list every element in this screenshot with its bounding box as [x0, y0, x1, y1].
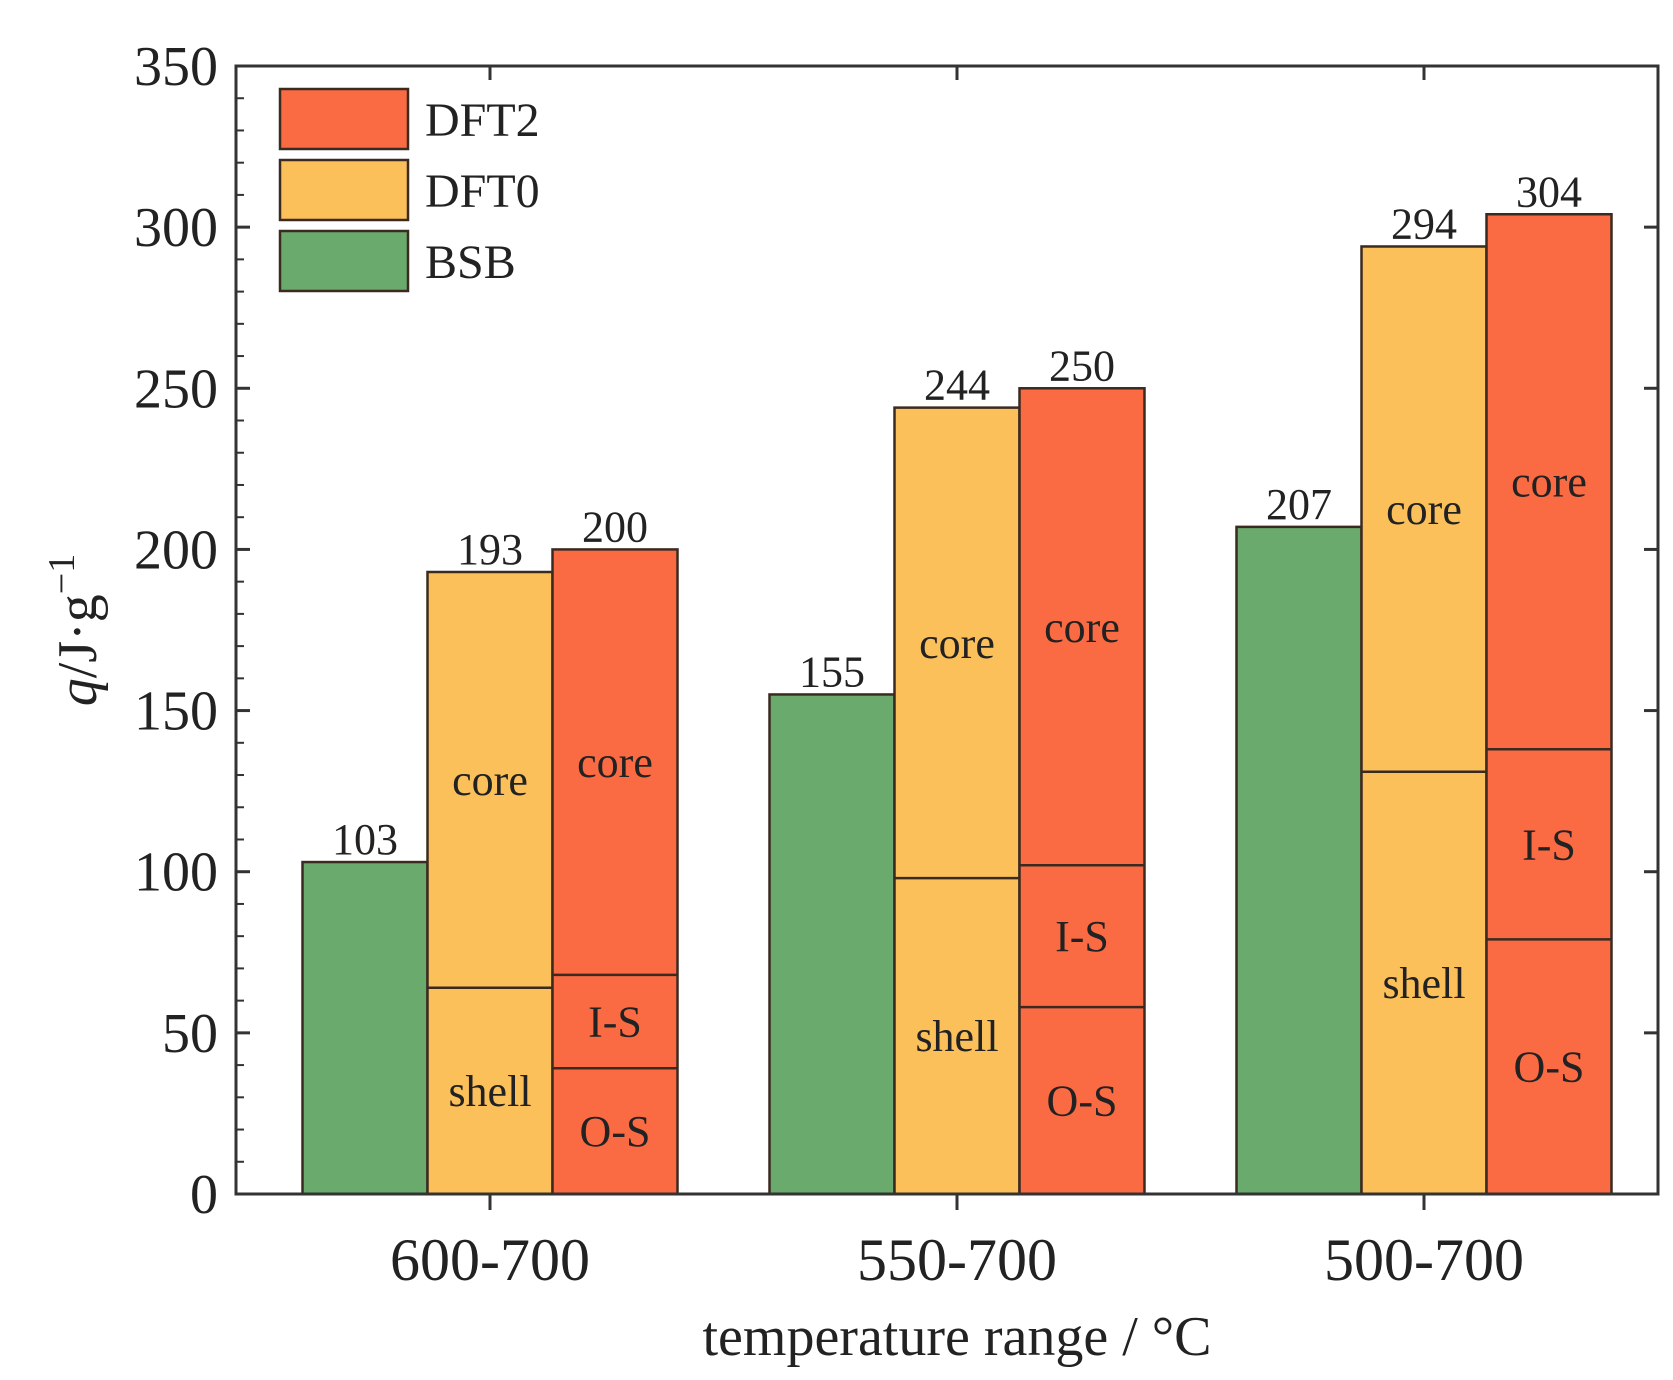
bar-segment-dft0-shell [1361, 771, 1487, 1194]
legend-swatch-dft2 [278, 87, 410, 151]
x-category-label: 550-700 [857, 1227, 1057, 1293]
segment-label: core [577, 738, 653, 787]
segment-label: shell [448, 1067, 531, 1116]
y-tick-label: 300 [134, 197, 218, 259]
y-tick-label: 150 [134, 681, 218, 743]
legend-label: DFT0 [425, 165, 540, 218]
bar-segment-dft0-core [894, 407, 1020, 879]
bar-segment-dft2-core [1486, 214, 1612, 750]
segment-label: core [1386, 485, 1462, 534]
bar-value-label: 103 [332, 815, 398, 864]
bar-value-label: 200 [582, 502, 648, 551]
bar-value-label: 244 [924, 361, 990, 410]
y-tick-label: 50 [162, 1003, 218, 1065]
bar-segment-dft2-O-S [1486, 939, 1612, 1194]
segment-label: I-S [1522, 820, 1576, 869]
bar-segment-dft0-shell [427, 987, 553, 1194]
bar-segment-dft0-core [1361, 246, 1487, 772]
legend: DFT2 DFT0 BSB [278, 87, 540, 293]
y-axis-title: q/J·g−1 [41, 554, 109, 706]
bar-segment-bsb-total [1236, 526, 1362, 1194]
y-axis-unit: /J·g [47, 594, 109, 678]
bar-value-label: 207 [1266, 480, 1332, 529]
bars-layer: shell core O-S I-S core shell core O-S I-S core sh… [301, 213, 1613, 1196]
y-tick-label: 200 [134, 519, 218, 581]
bar-segment-dft2-I-S [1019, 865, 1145, 1008]
bar-value-label: 193 [457, 525, 523, 574]
segment-label: I-S [1055, 912, 1109, 961]
x-axis-ticks: 600-700 550-700 500-700 [390, 66, 1524, 1293]
value-labels-layer: 103 193 200 155 244 250 207 294 304 [332, 167, 1582, 864]
legend-label: BSB [425, 236, 516, 289]
bar-value-label: 250 [1049, 341, 1115, 390]
bar-segment-bsb-total [769, 694, 895, 1194]
segment-label: core [1511, 458, 1587, 507]
bar-segment-dft2-core [552, 549, 678, 975]
legend-swatch-dft0 [278, 158, 410, 222]
y-tick-label: 350 [134, 36, 218, 98]
bar-segment-dft0-core [427, 571, 553, 988]
bar-value-label: 155 [799, 647, 865, 696]
x-axis-title: temperature range / °C [702, 1306, 1211, 1368]
segment-label: shell [1382, 959, 1465, 1008]
y-axis-exponent: −1 [41, 554, 83, 594]
segment-label: shell [915, 1012, 998, 1061]
bar-segment-dft2-core [1019, 388, 1145, 866]
bar-segment-dft0-shell [894, 878, 1020, 1194]
bar-value-label: 304 [1516, 167, 1582, 216]
segment-label: O-S [1514, 1043, 1585, 1092]
bar-segment-dft2-I-S [1486, 749, 1612, 940]
bar-segment-dft2-O-S [552, 1068, 678, 1194]
bar-value-label: 294 [1391, 199, 1457, 248]
segment-label: core [452, 756, 528, 805]
bar-segment-bsb-total [302, 862, 428, 1194]
y-tick-label: 250 [134, 358, 218, 420]
y-tick-label: 0 [190, 1164, 218, 1226]
x-category-label: 500-700 [1324, 1227, 1524, 1293]
segment-label: core [919, 619, 995, 668]
legend-swatch-bsb [278, 229, 410, 293]
y-axis-symbol: q [47, 678, 109, 706]
bar-segment-dft2-O-S [1019, 1007, 1145, 1194]
plot-frame [234, 64, 1660, 1196]
bar-segment-dft2-I-S [552, 974, 678, 1069]
segment-label: O-S [580, 1107, 651, 1156]
y-axis-ticks: 0 50 100 150 200 250 300 350 [134, 36, 1658, 1226]
legend-label: DFT2 [425, 94, 540, 147]
segment-label: core [1044, 603, 1120, 652]
x-category-label: 600-700 [390, 1227, 590, 1293]
segment-label: I-S [588, 998, 642, 1047]
y-tick-label: 100 [134, 842, 218, 904]
segment-label: O-S [1047, 1077, 1118, 1126]
